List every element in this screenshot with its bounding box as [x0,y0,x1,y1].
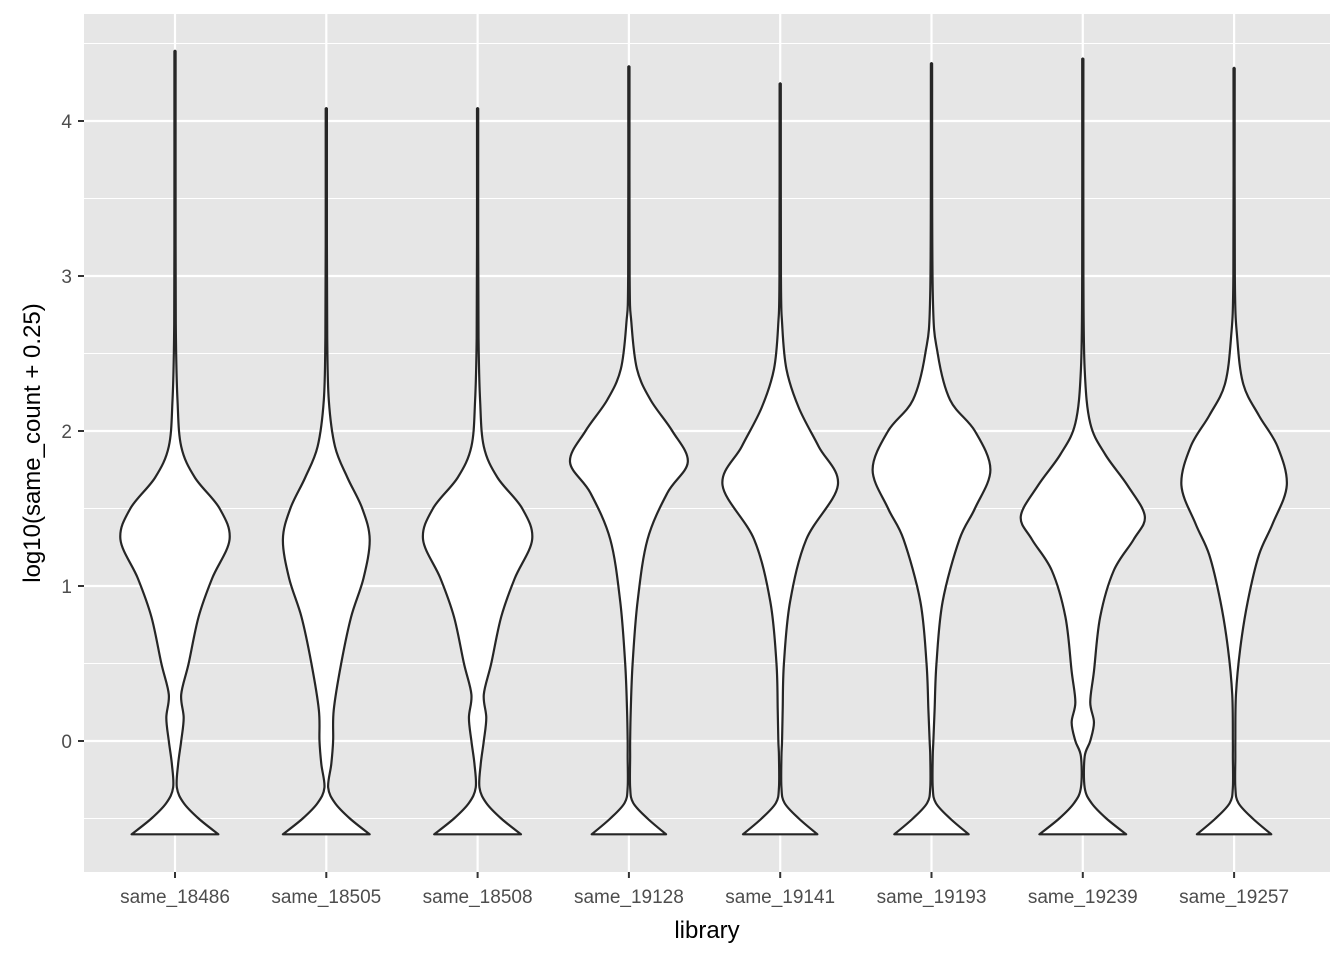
x-axis: same_18486 same_18505 same_18508 same_19128… [120,872,1289,908]
violin-same_18508 [421,107,534,836]
x-tick-label: same_18505 [271,887,381,908]
y-tick-label: 3 [61,267,72,288]
y-axis: 0 1 2 3 4 [61,112,84,753]
x-tick-label: same_18486 [120,887,230,908]
y-tick-label: 2 [61,422,72,443]
plot-panel [84,14,1330,872]
violin-same_19257 [1180,66,1288,836]
violin-same_19128 [568,65,689,836]
y-axis-title: log10(same_count + 0.25) [19,303,46,583]
x-tick-label: same_19193 [877,887,987,908]
x-tick-label: same_19128 [574,887,684,908]
violin-same_19193 [871,62,992,836]
violin-same_18486 [119,49,231,836]
x-tick-label: same_19141 [725,887,835,908]
x-tick-label: same_19239 [1028,887,1138,908]
x-tick-label: same_18508 [423,887,533,908]
violin-same_19141 [721,82,839,836]
y-tick-label: 0 [61,732,72,753]
y-tick-label: 1 [61,577,72,598]
violins [119,49,1288,836]
x-tick-label: same_19257 [1179,887,1289,908]
x-axis-title: library [674,917,739,944]
violin-same_19239 [1019,57,1146,836]
y-tick-label: 4 [61,112,72,133]
violin-same_18505 [281,107,371,836]
